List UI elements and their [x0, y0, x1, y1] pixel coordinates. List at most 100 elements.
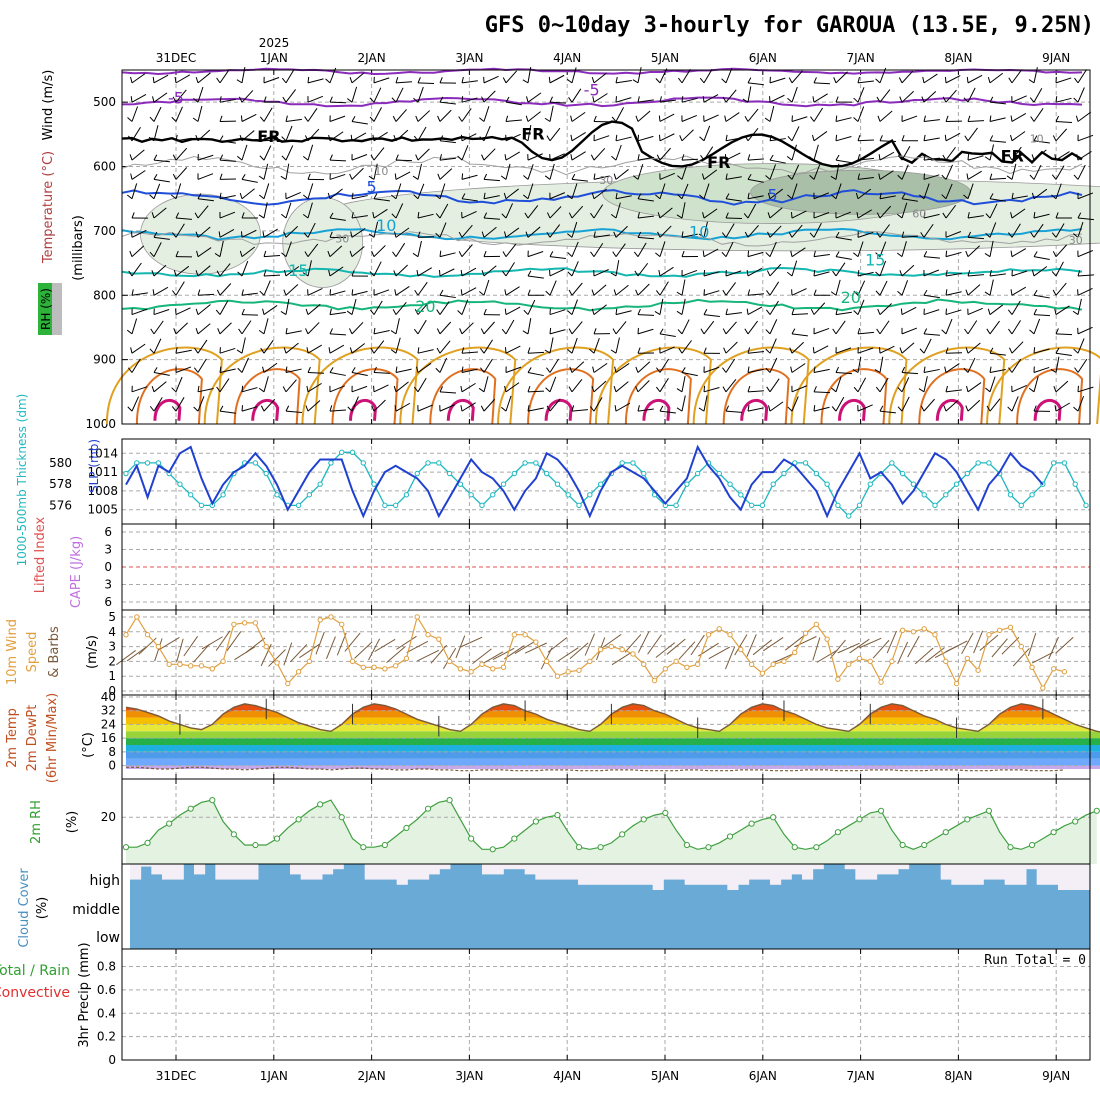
wind-speed-point	[943, 658, 949, 665]
wind-barb	[328, 134, 331, 141]
wind-barb	[549, 358, 559, 373]
rh-point	[468, 835, 475, 842]
wind-barb	[681, 158, 699, 161]
cloud-high-gap	[1079, 864, 1091, 890]
wind-barb	[989, 198, 1006, 202]
wind-barb	[615, 107, 625, 122]
wind-barb	[945, 89, 957, 103]
wind-barb	[744, 116, 749, 122]
wind-barb	[415, 154, 419, 161]
thickness-point	[1029, 492, 1035, 498]
rh-legend-swatch	[52, 283, 62, 335]
wind-barb	[175, 223, 185, 238]
wind-barb	[655, 642, 676, 658]
wind-barb	[593, 362, 608, 373]
wind-barb	[153, 236, 170, 240]
thickness-point	[446, 470, 453, 477]
wind-barb	[197, 173, 214, 180]
wind-barb	[285, 145, 294, 161]
wind-barb	[197, 198, 214, 202]
wind-barb	[742, 98, 749, 103]
thickness-point	[1007, 492, 1014, 498]
wind-barb	[769, 263, 782, 277]
wind-speed-point	[1040, 685, 1046, 691]
wind-barb	[637, 212, 640, 219]
rh-point	[921, 841, 928, 849]
wind-barb	[812, 96, 815, 103]
wind-barb	[549, 224, 561, 238]
wind-speed-point	[382, 666, 388, 672]
wind-barb	[194, 347, 199, 354]
isotherm-line	[121, 227, 1083, 241]
wind-barb	[809, 174, 815, 180]
wind-barb	[417, 319, 427, 335]
thickness-point	[899, 470, 906, 477]
wind-barb	[549, 163, 555, 180]
wind-barb	[879, 347, 881, 354]
wind-speed-point	[1061, 669, 1068, 675]
wind-barb	[615, 97, 632, 103]
wind-barb	[725, 321, 737, 335]
wind-barb	[236, 79, 243, 84]
wind-barb	[435, 232, 441, 238]
cloud-high-gap	[663, 864, 675, 880]
wind-barb	[875, 386, 881, 393]
wind-barb	[263, 318, 269, 335]
wind-barb	[263, 270, 267, 277]
wind-barb	[479, 291, 485, 296]
wind-barb	[725, 242, 734, 257]
wind-barb	[879, 303, 892, 315]
rh-point	[381, 841, 388, 849]
wind-barb	[1055, 183, 1062, 199]
ylabel-wind: Wind (m/s)	[41, 70, 56, 141]
wind-barb	[173, 270, 177, 277]
wind-barb	[175, 212, 180, 219]
wind-barb	[183, 636, 198, 657]
wind-barb	[549, 127, 561, 142]
wind-barb	[790, 366, 793, 373]
wind-barb	[676, 407, 683, 412]
wind-speed-point	[1007, 624, 1014, 631]
wind-barb	[591, 289, 595, 296]
wind-barb	[285, 115, 288, 122]
wind-barb	[461, 108, 472, 122]
wind-barb	[175, 89, 187, 103]
wind-barb	[412, 175, 419, 180]
wind-barb	[505, 395, 512, 412]
wind-barb	[767, 231, 771, 238]
wind-barb	[571, 173, 576, 180]
isotherm-label: 15	[288, 261, 308, 280]
wind-barb	[1055, 261, 1064, 277]
wind-barb	[791, 288, 807, 296]
wind-barb	[747, 127, 759, 142]
wind-barb	[1008, 328, 1013, 335]
wind-barb	[722, 289, 727, 296]
wind-barb	[813, 271, 830, 277]
wind-barb	[967, 320, 978, 335]
wind-barb	[857, 209, 872, 219]
wind-speed-point	[522, 632, 528, 638]
ylabel-rh: RH (%)	[39, 288, 53, 330]
wind-tick-label: 5	[108, 610, 116, 624]
wind-barb	[813, 253, 830, 258]
wind-barb	[549, 251, 554, 257]
wind-barb	[1033, 289, 1038, 296]
wind-barb	[505, 115, 509, 122]
wind-barb	[901, 264, 915, 277]
wind-speed-point	[123, 632, 129, 638]
wind-barb	[263, 96, 267, 103]
wind-barb	[615, 202, 621, 219]
wind-barb	[439, 77, 443, 84]
wind-barb	[1054, 308, 1057, 315]
wind-barb	[306, 347, 309, 354]
ylabel-6hr-minmax: (6hr Min/Max)	[45, 693, 60, 783]
ylabel-cape: CAPE (J/kg)	[69, 536, 84, 608]
wind-barb	[879, 151, 895, 161]
wind-tick-label: 2	[108, 654, 116, 668]
wind-barb	[964, 135, 969, 142]
year-label: 2025	[259, 36, 290, 50]
wind-barb	[307, 322, 320, 335]
wind-barb	[752, 639, 773, 656]
wind-barb	[637, 408, 654, 412]
wind-barb	[923, 174, 940, 180]
